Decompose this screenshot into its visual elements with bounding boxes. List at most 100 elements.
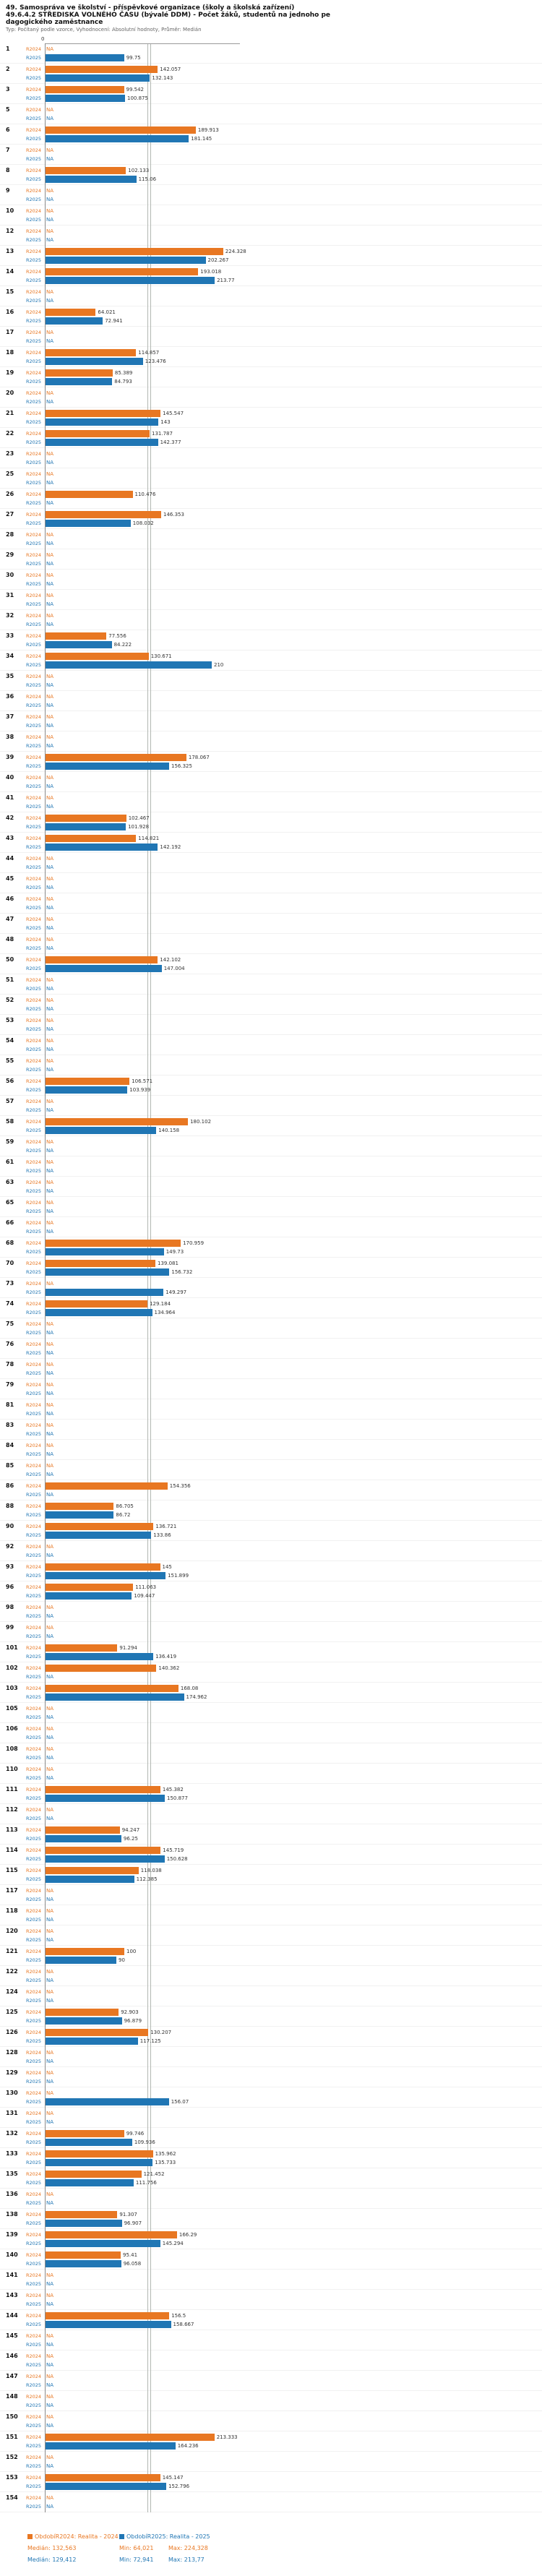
bar-line-r2024: R2024 NA: [0, 672, 542, 681]
series-label-r2024: R2024: [26, 1544, 42, 1550]
series-label-r2025: R2025: [26, 379, 42, 385]
axis-zero-line: [45, 43, 46, 2512]
chart-row: 86 R2024 154.356 R2025 NA: [0, 1480, 542, 1500]
bar-line-r2024: R2024 168.08: [0, 1684, 542, 1693]
row-number: 124: [6, 1988, 18, 1995]
axis-top-line: [45, 43, 240, 44]
na-value-r2025: NA: [46, 1330, 54, 1336]
bar-line-r2024: R2024 114.857: [0, 348, 542, 357]
bar-r2025: [45, 843, 158, 851]
bar-value-r2024: 99.746: [126, 2131, 145, 2137]
na-value-r2024: NA: [46, 1038, 54, 1044]
bar-line-r2024: R2024 178.067: [0, 753, 542, 762]
bar-line-r2025: R2025 NA: [0, 2118, 542, 2126]
bar-value-r2024: 156.5: [171, 2313, 186, 2319]
row-number: 130: [6, 2090, 18, 2096]
series-label-r2024: R2024: [26, 1564, 42, 1570]
series-label-r2024: R2024: [26, 876, 42, 882]
series-label-r2024: R2024: [26, 572, 42, 578]
bar-value-r2025: 156.325: [171, 763, 192, 769]
row-number: 122: [6, 1968, 18, 1975]
na-value-r2024: NA: [46, 46, 54, 52]
chart-row: 115 R2024 118.038 R2025 112.385: [0, 1865, 542, 1885]
bar-line-r2024: R2024 NA: [0, 1927, 542, 1936]
bar-line-r2025: R2025 NA: [0, 2077, 542, 2086]
bar-r2025: [45, 1289, 164, 1296]
bar-r2024: [45, 167, 126, 174]
bar-line-r2024: R2024 NA: [0, 186, 542, 195]
bar-value-r2025: 145.294: [162, 2241, 184, 2246]
row-number: 23: [6, 450, 14, 457]
chart-row: 53 R2024 NA R2025 NA: [0, 1015, 542, 1035]
bar-value-r2024: 106.571: [132, 1078, 153, 1084]
series-label-r2025: R2025: [26, 1229, 42, 1235]
row-number: 47: [6, 916, 14, 922]
bar-r2025: [45, 661, 212, 669]
series-label-r2024: R2024: [26, 350, 42, 356]
na-value-r2024: NA: [46, 2272, 54, 2278]
chart-row: 140 R2024 95.41 R2025 96.058: [0, 2249, 542, 2270]
series-label-r2024: R2024: [26, 2070, 42, 2076]
row-number: 1: [6, 46, 10, 52]
bar-line-r2025: R2025 135.733: [0, 2158, 542, 2167]
series-label-r2025: R2025: [26, 278, 42, 283]
bar-line-r2024: R2024 NA: [0, 1745, 542, 1753]
stats-row-r2025: Medián: 129,412 Min: 72,941 Max: 213,77: [27, 2554, 542, 2566]
bar-line-r2024: R2024 NA: [0, 146, 542, 155]
series-label-r2024: R2024: [26, 1584, 42, 1590]
bar-line-r2024: R2024 114.821: [0, 834, 542, 843]
series-label-r2024: R2024: [26, 1099, 42, 1104]
series-label-r2025: R2025: [26, 1370, 42, 1376]
chart-row: 148 R2024 NA R2025 NA: [0, 2391, 542, 2411]
series-label-r2025: R2025: [26, 1532, 42, 1538]
bar-value-r2025: 213.77: [217, 278, 235, 283]
bar-line-r2024: R2024 145.382: [0, 1785, 542, 1794]
series-label-r2024: R2024: [26, 2191, 42, 2197]
bar-line-r2024: R2024 99.746: [0, 2129, 542, 2138]
chart-row: 101 R2024 91.294 R2025 136.419: [0, 1642, 542, 1662]
bar-line-r2025: R2025 NA: [0, 1369, 542, 1378]
bar-line-r2025: R2025 NA: [0, 1753, 542, 1762]
bar-line-r2025: R2025 NA: [0, 903, 542, 912]
row-number: 3: [6, 86, 10, 93]
series-label-r2024: R2024: [26, 1362, 42, 1368]
na-value-r2025: NA: [46, 399, 54, 405]
stat-min-r2025: Min: 72,941: [119, 2556, 154, 2563]
legend-item-r2025: ObdobíR2025: Realita - 2025: [119, 2531, 542, 2543]
bar-r2024: [45, 1665, 157, 1672]
na-value-r2024: NA: [46, 937, 54, 943]
bar-r2025: [45, 1248, 164, 1255]
bar-line-r2025: R2025 117.125: [0, 2037, 542, 2045]
bar-line-r2024: R2024 86.705: [0, 1502, 542, 1511]
bar-line-r2024: R2024 NA: [0, 1381, 542, 1389]
bar-line-r2024: R2024 91.307: [0, 2210, 542, 2219]
row-number: 114: [6, 1847, 18, 1853]
series-label-r2024: R2024: [26, 694, 42, 700]
bar-r2024: [45, 86, 124, 93]
series-label-r2024: R2024: [26, 2475, 42, 2481]
bar-line-r2024: R2024 NA: [0, 1138, 542, 1146]
bar-line-r2024: R2024 NA: [0, 692, 542, 701]
na-value-r2024: NA: [46, 330, 54, 335]
na-value-r2024: NA: [46, 1746, 54, 1752]
series-label-r2025: R2025: [26, 966, 42, 971]
bar-r2025: [45, 317, 103, 325]
row-number: 99: [6, 1624, 14, 1631]
bar-line-r2024: R2024 145.147: [0, 2473, 542, 2482]
bar-value-r2025: 152.796: [168, 2483, 190, 2489]
row-number: 37: [6, 713, 14, 720]
bar-value-r2024: 139.081: [158, 1261, 178, 1266]
bar-r2024: [45, 1867, 139, 1874]
series-label-r2024: R2024: [26, 2212, 42, 2217]
bar-r2024: [45, 430, 150, 437]
bar-line-r2024: R2024 NA: [0, 2392, 542, 2401]
bar-value-r2025: 142.377: [160, 439, 181, 445]
bar-r2025: [45, 95, 125, 102]
bar-line-r2025: R2025 NA: [0, 1915, 542, 1924]
na-value-r2025: NA: [46, 925, 54, 931]
series-label-r2025: R2025: [26, 1289, 42, 1295]
series-label-r2025: R2025: [26, 399, 42, 405]
bar-line-r2025: R2025 86.72: [0, 1511, 542, 1519]
bar-value-r2025: 210: [214, 662, 224, 668]
bar-line-r2024: R2024 92.903: [0, 2008, 542, 2017]
